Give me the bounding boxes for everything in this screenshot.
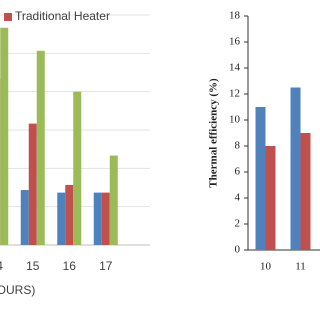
- x-tick-label: 15: [26, 259, 40, 273]
- bar: [28, 123, 37, 245]
- right-chart: 0 2 4 6 8 10 12 14 16 18 10 11 Thermal efficiency (%…: [208, 10, 320, 273]
- x-tick-label: 10: [260, 261, 272, 273]
- y-tick-label: 6: [235, 166, 241, 178]
- bar: [20, 190, 29, 245]
- y-tick-label: 10: [229, 114, 241, 126]
- y-tick-label: 16: [229, 36, 241, 48]
- bar: [101, 192, 110, 245]
- x-tick-label: 14: [0, 259, 3, 273]
- bar: [57, 192, 66, 245]
- bar: [36, 50, 45, 246]
- y-tick-label: 14: [229, 62, 241, 74]
- bar: [73, 91, 82, 246]
- y-tick-label: 18: [229, 10, 241, 22]
- x-tick-label: 16: [63, 259, 77, 273]
- bar: [65, 184, 74, 245]
- y-tick-label: 12: [229, 88, 240, 100]
- y-tick-label: 0: [235, 244, 241, 256]
- y-tick-label: 4: [235, 192, 241, 204]
- y-tick-label: 8: [235, 140, 241, 152]
- left-chart: 14 15 16 17 OURS) Traditional Heater: [0, 9, 150, 297]
- x-tick-label: 11: [295, 261, 306, 273]
- legend-swatch: [4, 13, 12, 21]
- x-tick-label: 17: [99, 259, 113, 273]
- y-axis-label: Thermal efficiency (%): [208, 78, 220, 188]
- bar: [300, 133, 311, 250]
- bar: [0, 27, 9, 246]
- bar: [93, 192, 102, 245]
- legend-label: Traditional Heater: [15, 9, 110, 23]
- y-tick-label: 2: [235, 218, 241, 230]
- bar: [109, 155, 118, 245]
- bar: [265, 146, 276, 250]
- x-axis-label: OURS): [0, 283, 35, 297]
- bar: [290, 87, 301, 250]
- bar: [255, 107, 266, 250]
